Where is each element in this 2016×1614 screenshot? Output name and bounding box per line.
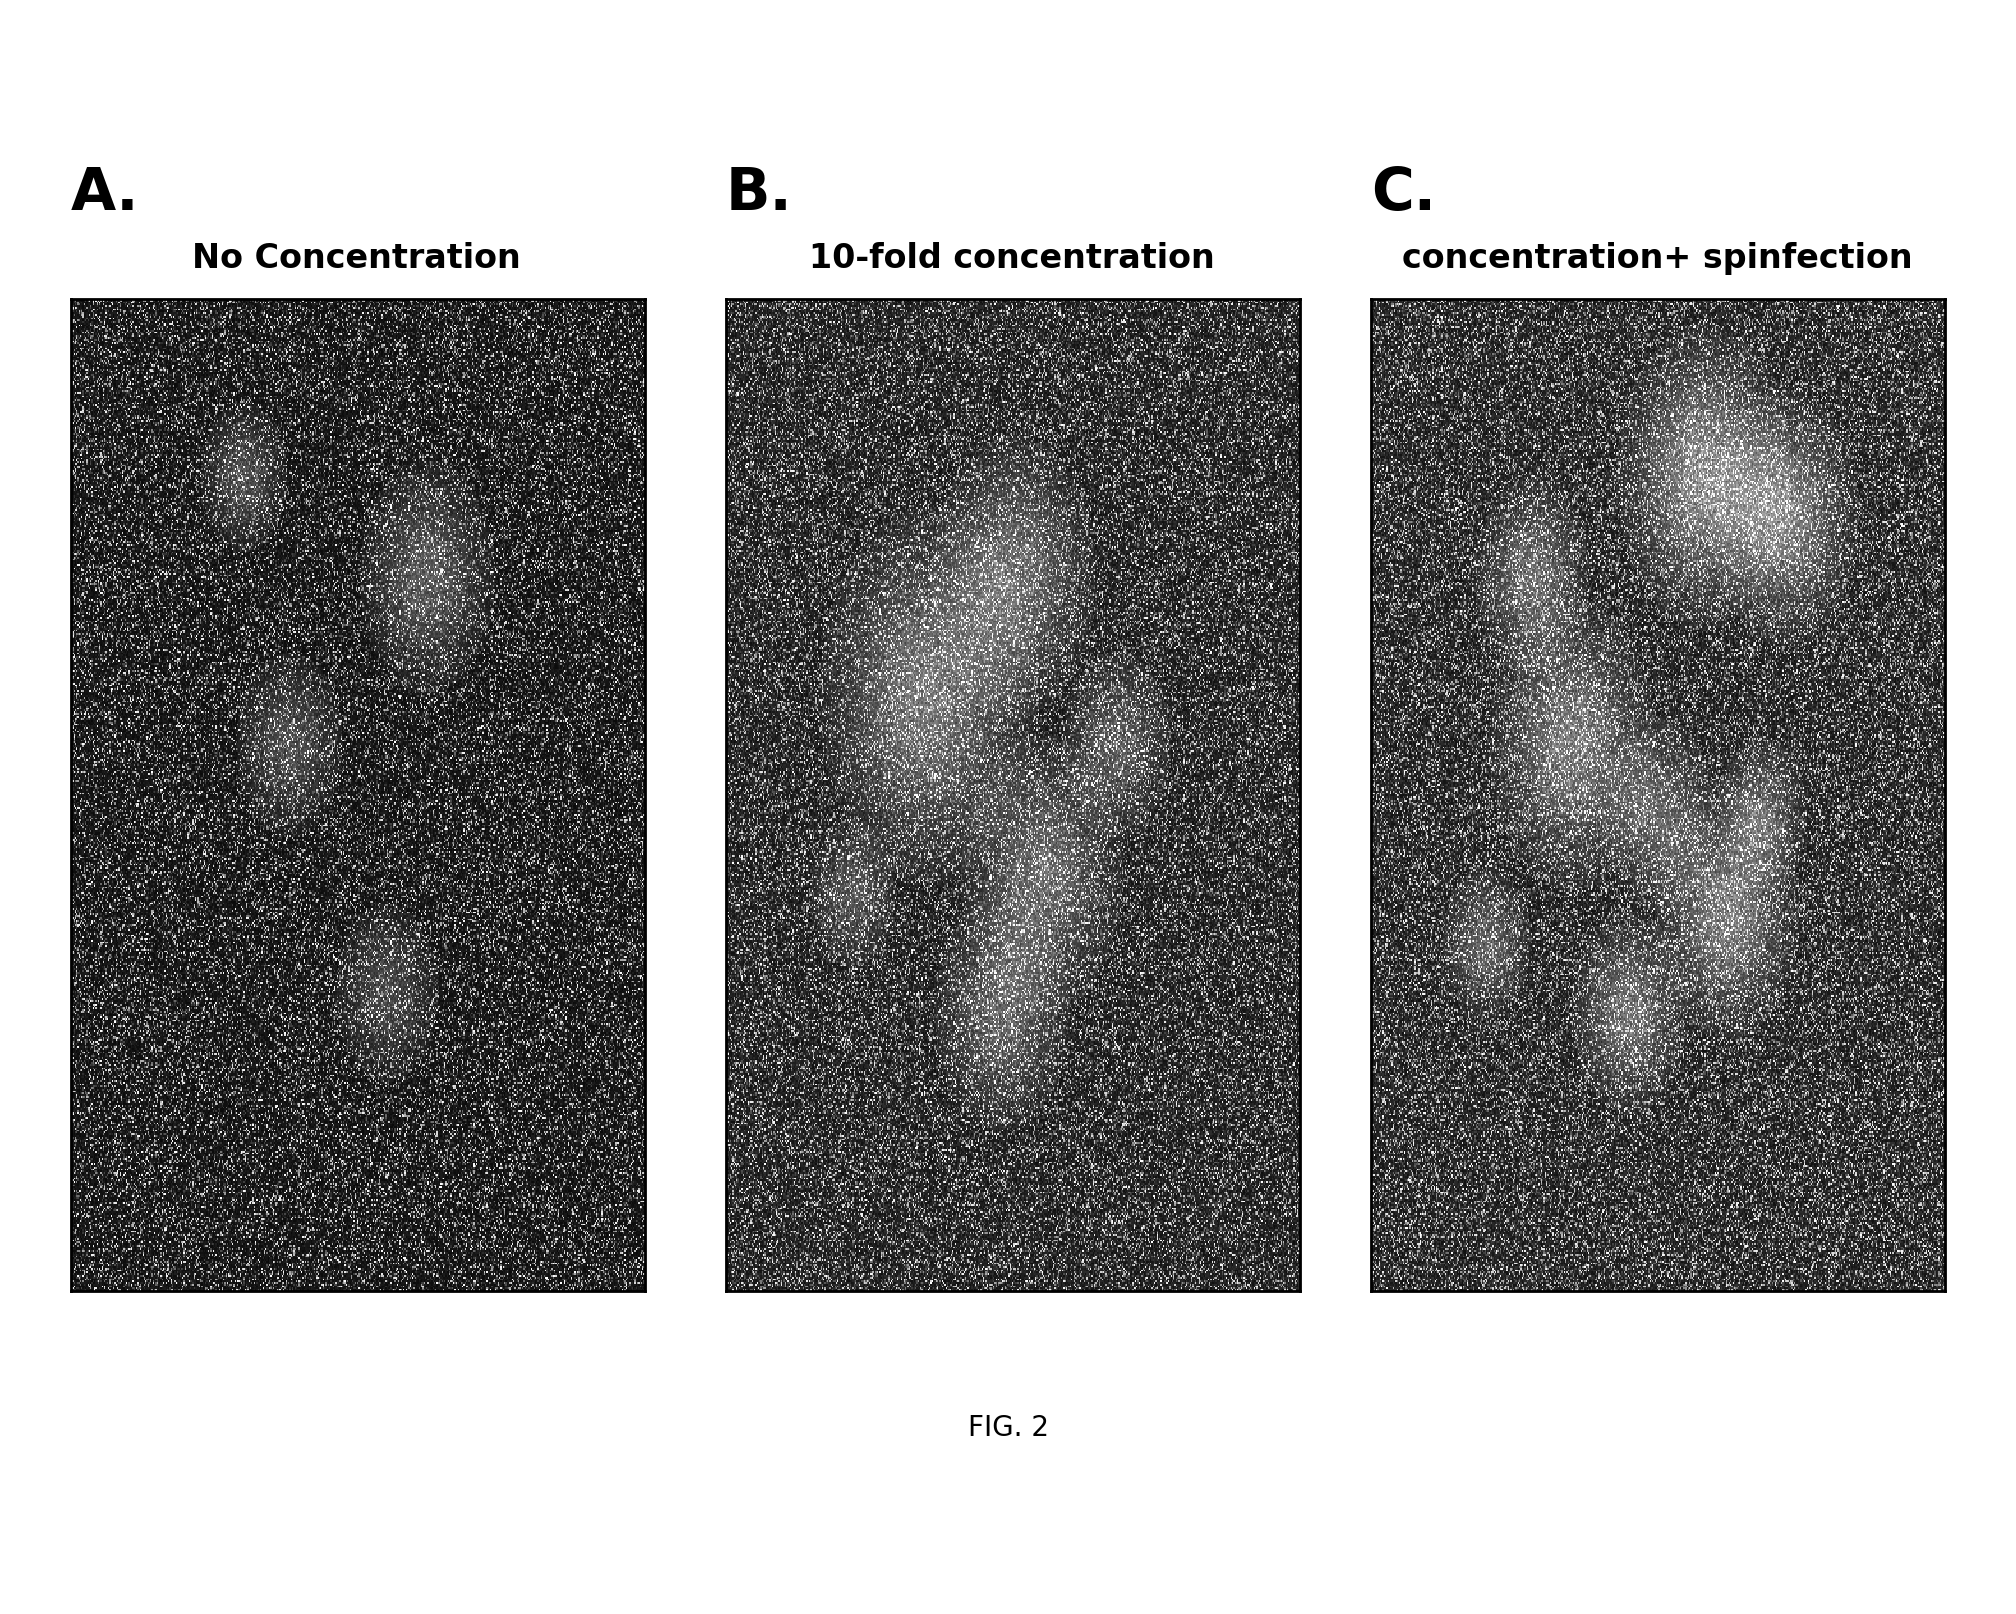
Text: B.: B. xyxy=(726,165,792,223)
Text: C.: C. xyxy=(1371,165,1435,223)
Text: 10-fold concentration: 10-fold concentration xyxy=(808,242,1216,274)
Text: FIG. 2: FIG. 2 xyxy=(968,1414,1048,1443)
Text: A.: A. xyxy=(71,165,139,223)
Text: No Concentration: No Concentration xyxy=(192,242,522,274)
Text: concentration+ spinfection: concentration+ spinfection xyxy=(1401,242,1913,274)
